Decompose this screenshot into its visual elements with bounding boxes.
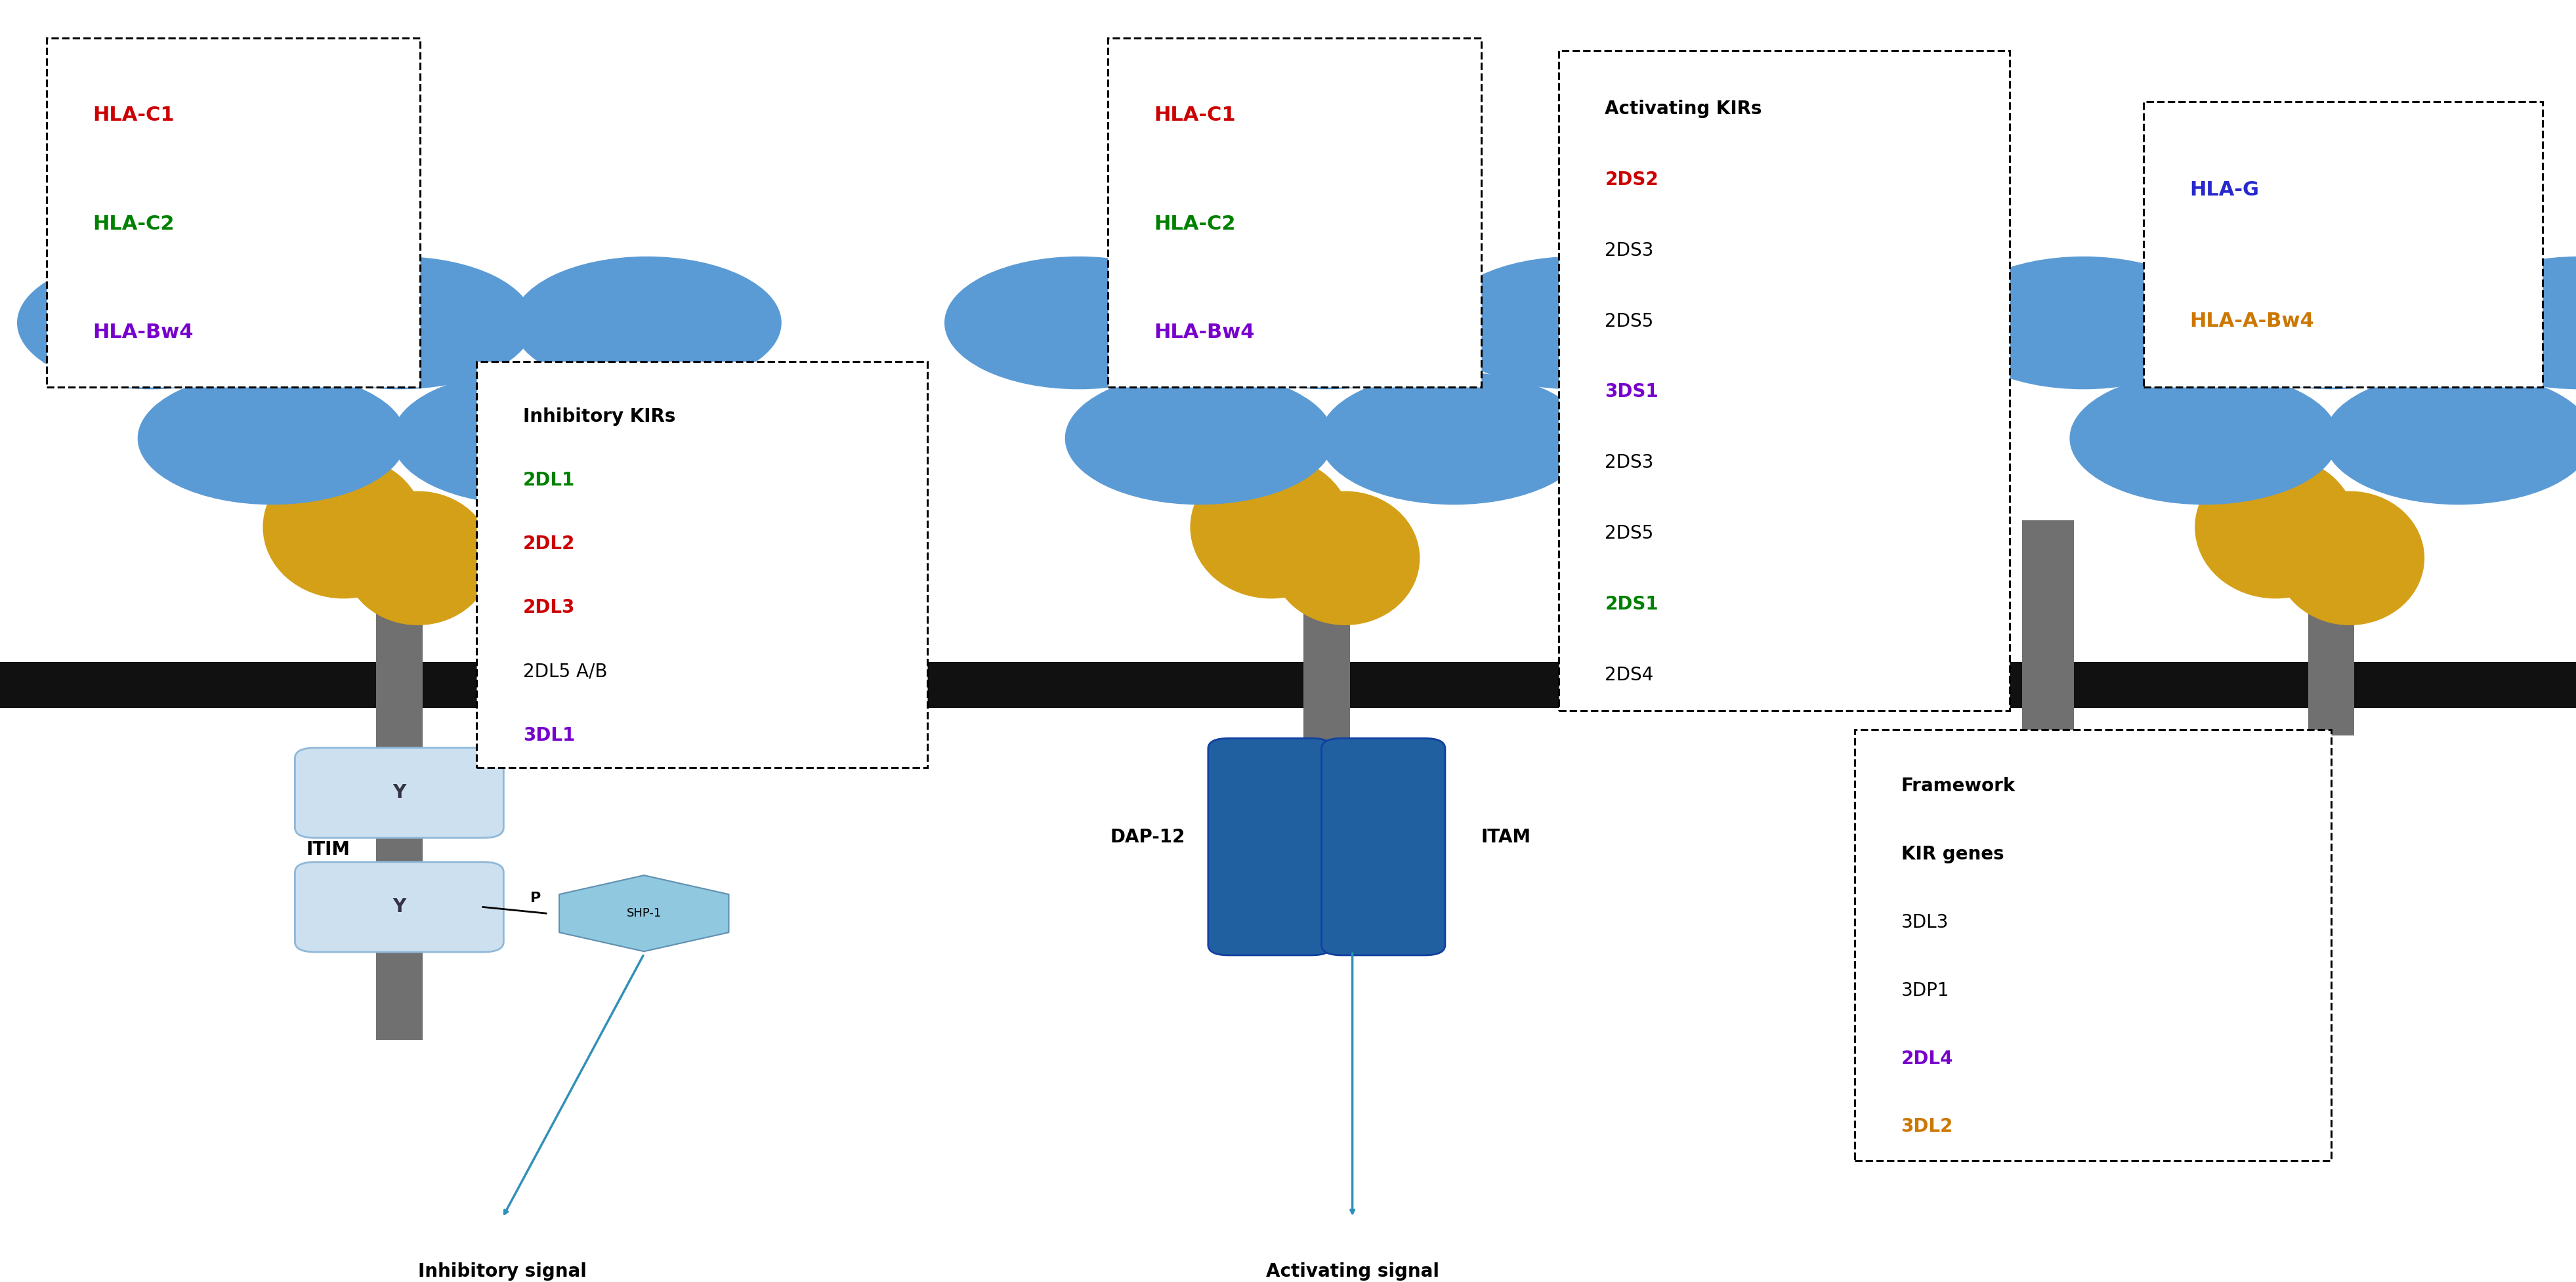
FancyBboxPatch shape bbox=[376, 603, 422, 685]
Text: 2DS3: 2DS3 bbox=[1605, 454, 1654, 472]
Ellipse shape bbox=[263, 456, 425, 599]
Circle shape bbox=[2445, 256, 2576, 388]
Text: 3DL3: 3DL3 bbox=[1901, 913, 1947, 932]
FancyBboxPatch shape bbox=[46, 38, 420, 387]
Circle shape bbox=[513, 256, 781, 388]
Text: DAP-12: DAP-12 bbox=[1110, 828, 1185, 846]
FancyBboxPatch shape bbox=[2308, 603, 2354, 685]
Circle shape bbox=[1440, 256, 1708, 388]
Circle shape bbox=[2071, 372, 2339, 504]
Text: HLA-C2: HLA-C2 bbox=[93, 214, 175, 233]
Text: 2DL1: 2DL1 bbox=[523, 470, 574, 490]
Text: HLA-C1: HLA-C1 bbox=[1154, 105, 1236, 124]
Text: Activating signal: Activating signal bbox=[1265, 1263, 1440, 1281]
FancyBboxPatch shape bbox=[294, 862, 502, 953]
Circle shape bbox=[265, 256, 533, 388]
FancyBboxPatch shape bbox=[1303, 603, 1350, 685]
Text: ITIM: ITIM bbox=[307, 841, 350, 859]
Text: 2DL2: 2DL2 bbox=[523, 535, 574, 554]
Ellipse shape bbox=[343, 491, 492, 624]
FancyBboxPatch shape bbox=[2143, 101, 2543, 387]
FancyBboxPatch shape bbox=[2308, 685, 2354, 736]
Text: Framework: Framework bbox=[1901, 777, 2014, 796]
Circle shape bbox=[139, 372, 407, 504]
Text: HLA-C1: HLA-C1 bbox=[93, 105, 175, 124]
Text: SHP-1: SHP-1 bbox=[626, 908, 662, 919]
Text: ITAM: ITAM bbox=[1481, 828, 1530, 846]
FancyBboxPatch shape bbox=[1855, 729, 2331, 1160]
FancyBboxPatch shape bbox=[1208, 738, 1332, 955]
Text: Y: Y bbox=[392, 783, 407, 803]
Text: 2DL3: 2DL3 bbox=[523, 599, 574, 617]
Circle shape bbox=[1193, 256, 1461, 388]
Polygon shape bbox=[559, 876, 729, 951]
Circle shape bbox=[392, 372, 659, 504]
FancyBboxPatch shape bbox=[1321, 738, 1445, 955]
Text: HLA-Bw4: HLA-Bw4 bbox=[1154, 323, 1255, 342]
Text: Inhibitory signal: Inhibitory signal bbox=[417, 1263, 587, 1281]
Circle shape bbox=[1066, 372, 1334, 504]
Text: 3DL1: 3DL1 bbox=[523, 727, 574, 745]
Circle shape bbox=[1319, 372, 1587, 504]
Text: HLA-G: HLA-G bbox=[2190, 181, 2259, 200]
Text: Activating KIRs: Activating KIRs bbox=[1605, 100, 1762, 118]
Text: 2DS5: 2DS5 bbox=[1605, 312, 1654, 331]
Text: P: P bbox=[531, 891, 541, 905]
FancyBboxPatch shape bbox=[376, 685, 422, 1040]
Text: 3DS1: 3DS1 bbox=[1605, 383, 1659, 401]
Text: 2DS1: 2DS1 bbox=[1605, 595, 1659, 614]
FancyBboxPatch shape bbox=[0, 663, 2576, 708]
FancyBboxPatch shape bbox=[1303, 685, 1350, 755]
Text: HLA-Bw4: HLA-Bw4 bbox=[93, 323, 193, 342]
Text: 3DL2: 3DL2 bbox=[1901, 1118, 1953, 1136]
Text: 2DL5 A/B: 2DL5 A/B bbox=[523, 663, 608, 681]
Text: Y: Y bbox=[392, 897, 407, 917]
Circle shape bbox=[945, 256, 1213, 388]
Text: 3DP1: 3DP1 bbox=[1901, 981, 1950, 1000]
Text: HLA-A-Bw4: HLA-A-Bw4 bbox=[2190, 312, 2313, 331]
Circle shape bbox=[2197, 256, 2465, 388]
Text: 2DS3: 2DS3 bbox=[1605, 241, 1654, 260]
FancyBboxPatch shape bbox=[1558, 51, 2009, 710]
FancyBboxPatch shape bbox=[294, 747, 502, 838]
Text: KIR genes: KIR genes bbox=[1901, 845, 2004, 864]
Text: Inhibitory KIRs: Inhibitory KIRs bbox=[523, 408, 675, 426]
Circle shape bbox=[2324, 372, 2576, 504]
Ellipse shape bbox=[2195, 456, 2357, 599]
Circle shape bbox=[1950, 256, 2218, 388]
Text: 2DS2: 2DS2 bbox=[1605, 171, 1659, 188]
Text: 2DS4: 2DS4 bbox=[1605, 665, 1654, 685]
FancyBboxPatch shape bbox=[2022, 520, 2074, 799]
Ellipse shape bbox=[1190, 456, 1352, 599]
Text: 2DS5: 2DS5 bbox=[1605, 524, 1654, 542]
Text: HLA-C2: HLA-C2 bbox=[1154, 214, 1236, 233]
FancyBboxPatch shape bbox=[477, 362, 927, 768]
Ellipse shape bbox=[2275, 491, 2424, 624]
Circle shape bbox=[18, 256, 286, 388]
Text: 2DL4: 2DL4 bbox=[1901, 1050, 1953, 1068]
FancyBboxPatch shape bbox=[1108, 38, 1481, 387]
Ellipse shape bbox=[1270, 491, 1419, 624]
